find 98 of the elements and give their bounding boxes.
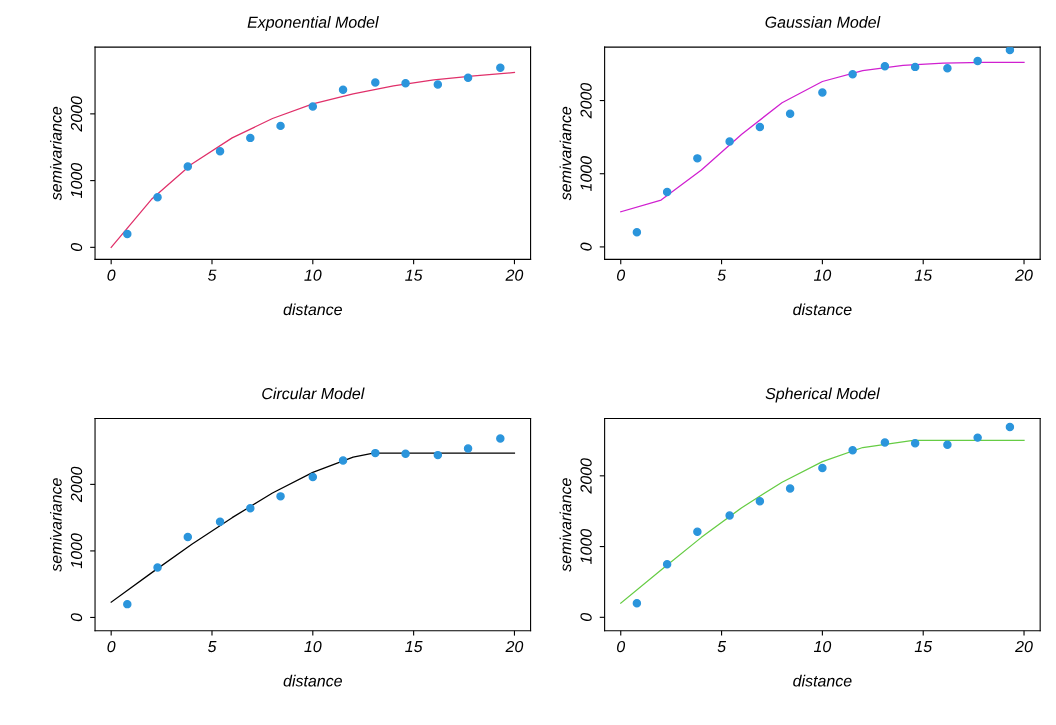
point — [910, 62, 920, 72]
point — [153, 193, 162, 202]
x-tick-label: 5 — [717, 269, 727, 281]
point — [973, 56, 982, 66]
point — [818, 88, 827, 97]
point — [755, 497, 765, 506]
point — [338, 85, 348, 95]
point — [371, 448, 380, 458]
point — [276, 492, 285, 501]
x-tick-label: 15 — [405, 269, 423, 281]
point — [183, 162, 193, 171]
x-axis-title: distance — [793, 674, 852, 687]
point — [880, 61, 890, 71]
x-tick-label: 10 — [304, 269, 322, 281]
y-tick-label: 2000 — [580, 82, 592, 119]
y-tick-label: 1000 — [70, 162, 83, 198]
point — [463, 73, 473, 83]
point — [246, 133, 255, 143]
point — [433, 80, 443, 89]
chart-title: Circular Model — [262, 387, 365, 400]
x-tick-label: 15 — [405, 641, 423, 653]
point — [215, 147, 225, 156]
point — [848, 69, 857, 79]
x-tick-label: 10 — [813, 640, 832, 653]
y-tick-label: 2000 — [580, 458, 592, 494]
y-axis-title: semivariance — [559, 478, 572, 572]
y-tick-label: 2000 — [70, 96, 83, 132]
point — [401, 449, 410, 459]
point — [153, 563, 162, 572]
x-tick-label: 0 — [107, 269, 116, 281]
point — [785, 484, 795, 493]
chart-title: Spherical Model — [765, 387, 881, 403]
x-tick-label: 0 — [617, 269, 626, 281]
point — [973, 433, 982, 442]
y-tick-label: 1000 — [70, 533, 83, 569]
chart-title: Exponential Model — [247, 16, 379, 31]
point — [943, 440, 952, 449]
point — [662, 187, 672, 197]
x-axis-title: distance — [283, 674, 342, 687]
point — [276, 121, 285, 131]
point — [755, 122, 765, 132]
point — [496, 434, 505, 443]
x-tick-label: 20 — [1015, 640, 1033, 653]
point — [943, 64, 952, 73]
point — [338, 456, 348, 465]
x-tick-label: 5 — [717, 641, 727, 653]
line-series — [110, 71, 516, 248]
point — [880, 438, 890, 447]
y-tick-label: 0 — [70, 243, 83, 252]
y-tick-label: 0 — [70, 613, 83, 622]
point — [371, 78, 380, 87]
y-tick-label: 0 — [580, 613, 592, 622]
y-tick-label: 2000 — [70, 466, 83, 503]
x-tick-label: 20 — [505, 269, 524, 281]
point — [123, 599, 132, 609]
x-axis-title: distance — [283, 303, 342, 316]
chart-title: Gaussian Model — [765, 16, 881, 28]
point — [183, 532, 193, 542]
y-tick-label: 0 — [580, 242, 592, 251]
point — [308, 472, 318, 482]
point — [632, 228, 642, 237]
x-tick-label: 0 — [617, 640, 626, 653]
point — [725, 511, 734, 520]
x-tick-label: 15 — [914, 641, 933, 653]
x-tick-label: 10 — [813, 269, 832, 281]
point — [848, 446, 857, 455]
x-tick-label: 20 — [505, 640, 524, 653]
point — [818, 463, 827, 473]
point — [693, 527, 702, 536]
point — [123, 229, 132, 239]
point — [632, 598, 642, 608]
y-axis-title: semivariance — [49, 478, 62, 572]
x-tick-label: 5 — [207, 641, 217, 653]
y-tick-label: 1000 — [580, 528, 592, 564]
point — [1005, 422, 1015, 432]
x-tick-label: 10 — [304, 640, 322, 653]
point — [246, 504, 255, 513]
y-tick-label: 1000 — [580, 156, 592, 192]
y-axis-title: semivariance — [559, 106, 572, 201]
point — [662, 560, 672, 569]
point — [496, 63, 505, 73]
x-axis-title: distance — [793, 303, 852, 316]
point — [401, 78, 410, 88]
x-tick-label: 0 — [107, 640, 116, 653]
x-tick-label: 5 — [207, 269, 217, 281]
line-series — [620, 439, 1025, 604]
point — [910, 439, 920, 448]
point — [308, 102, 318, 111]
point — [725, 137, 734, 146]
x-tick-label: 20 — [1015, 269, 1033, 281]
x-tick-label: 15 — [914, 269, 933, 281]
point — [463, 444, 473, 453]
point — [693, 154, 702, 163]
point — [1005, 47, 1015, 55]
point — [215, 517, 225, 526]
point — [433, 450, 443, 460]
point — [785, 109, 795, 118]
y-axis-title: semivariance — [49, 106, 62, 201]
